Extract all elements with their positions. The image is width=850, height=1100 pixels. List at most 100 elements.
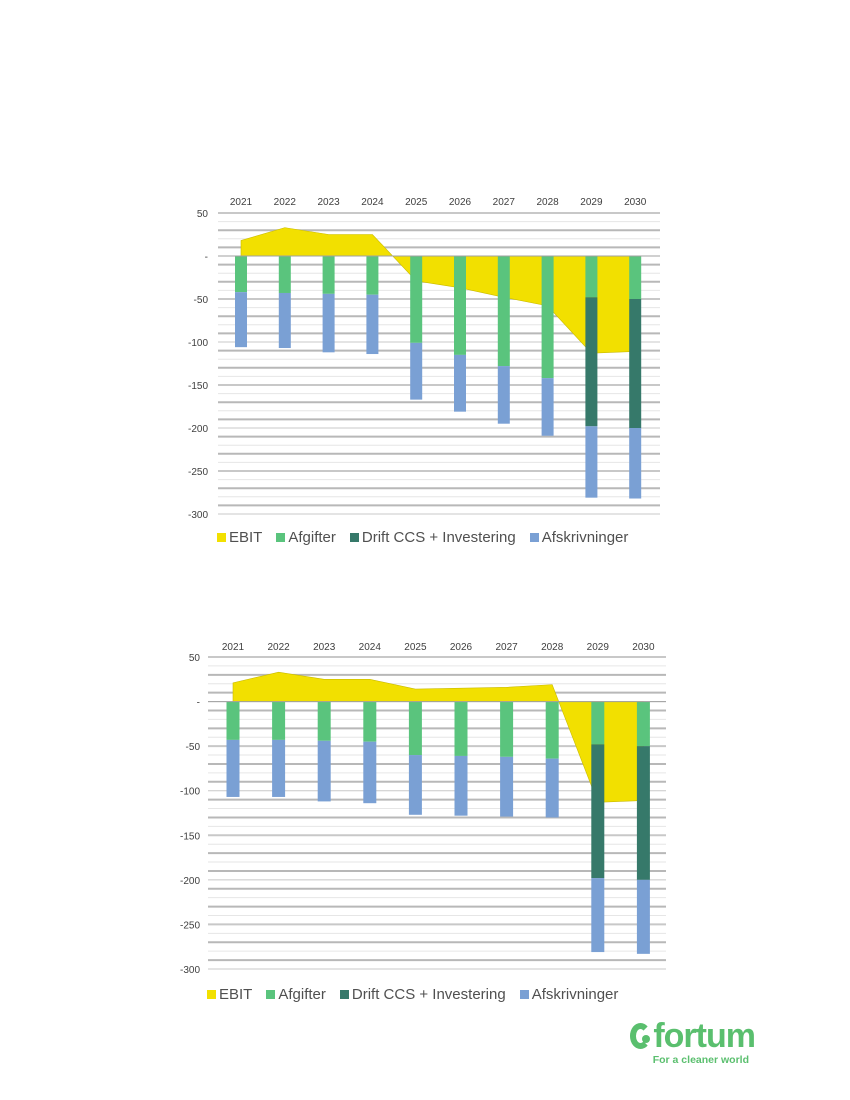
fortum-emblem-icon — [630, 1023, 652, 1049]
legend-label: Afgifter — [278, 986, 326, 1003]
bar-afskrivninger-2021 — [226, 739, 240, 797]
bar-afgifter-2022 — [272, 701, 286, 740]
bar-afgifter-2029 — [591, 701, 605, 745]
bar-afgifter-2024 — [363, 701, 377, 742]
legend-item-ebit: EBIT — [207, 986, 252, 1003]
legend-swatch — [519, 990, 529, 999]
y-tick-label: - — [205, 252, 208, 263]
bar-afgifter-2025 — [410, 256, 423, 343]
chart-1-svg: 50 - -50 -100 -150 -200 -250 -300 2021 2022 2023 20… — [188, 197, 660, 521]
legend-item-afgifter: Afgifter — [266, 986, 326, 1003]
logo-wordmark: fortum — [630, 1017, 756, 1055]
legend-label: Afgifter — [288, 529, 336, 546]
legend-swatch — [217, 533, 226, 542]
legend-swatch — [529, 533, 539, 542]
y-tick-label: -200 — [180, 876, 200, 887]
bar-afgifter-2029 — [585, 256, 598, 298]
x-tick-label: 2029 — [580, 197, 603, 208]
legend-item-drift: Drift CCS + Investering — [339, 986, 506, 1003]
bar-afskrivninger-2026 — [454, 354, 466, 412]
x-tick-label: 2027 — [495, 642, 518, 653]
bar-afgifter-2023 — [317, 701, 331, 741]
legend-swatch — [339, 990, 349, 999]
x-tick-label: 2030 — [632, 642, 655, 653]
bar-afskrivninger-2021 — [235, 292, 247, 348]
legend-item-afgifter: Afgifter — [276, 529, 336, 546]
bar-afgifter-2021 — [235, 256, 247, 293]
bar-drift-ccs-investering-2029 — [585, 297, 598, 427]
x-tick-label: 2028 — [536, 197, 559, 208]
bar-afgifter-2030 — [629, 256, 642, 299]
bar-afgifter-2022 — [278, 256, 291, 293]
x-tick-label: 2025 — [405, 197, 428, 208]
x-tick-label: 2022 — [267, 642, 290, 653]
legend-label: EBIT — [219, 986, 253, 1003]
legend-item-afskrivninger: Afskrivninger — [529, 529, 629, 546]
y-tick-label: -250 — [188, 467, 208, 478]
bar-afgifter-2024 — [366, 256, 379, 295]
bar-drift-ccs-investering-2030 — [636, 746, 650, 880]
x-tick-label: 2026 — [450, 642, 473, 653]
bar-afgifter-2026 — [454, 701, 468, 756]
y-tick-label: -150 — [188, 381, 208, 392]
bar-afskrivninger-2027 — [500, 756, 514, 817]
bar-afgifter-2030 — [636, 701, 650, 747]
x-tick-label: 2028 — [541, 642, 564, 653]
y-tick-label: -250 — [180, 920, 200, 931]
x-tick-label: 2024 — [359, 642, 382, 653]
y-tick-label: -300 — [188, 510, 208, 521]
bar-afgifter-2021 — [226, 701, 240, 740]
x-tick-label: 2029 — [587, 642, 610, 653]
bar-afskrivninger-2025 — [410, 342, 423, 400]
bar-afskrivninger-2024 — [363, 741, 377, 804]
bar-afskrivninger-2023 — [317, 740, 331, 802]
y-tick-label: -50 — [186, 742, 201, 753]
chart-1-legend: EBIT Afgifter Drift CCS + Investering Af… — [217, 529, 628, 546]
y-tick-label: -200 — [188, 424, 208, 435]
legend-swatch — [266, 990, 276, 999]
bar-afskrivninger-2026 — [454, 755, 468, 816]
bar-afskrivninger-2022 — [278, 292, 291, 349]
bar-afskrivninger-2030 — [636, 879, 650, 954]
bar-afgifter-2026 — [454, 256, 466, 355]
legend-label: Drift CCS + Investering — [361, 529, 516, 546]
x-tick-label: 2023 — [317, 197, 340, 208]
logo-name: fortum — [653, 1017, 756, 1055]
chart-2-legend: EBIT Afgifter Drift CCS + Investering Af… — [207, 986, 618, 1003]
bar-drift-ccs-investering-2029 — [591, 744, 605, 879]
bar-afskrivninger-2029 — [591, 878, 605, 953]
chart-2-svg: 50 - -50 -100 -150 -200 -250 -300 2021 2022 2023 20… — [180, 642, 666, 976]
legend-item-drift: Drift CCS + Investering — [349, 529, 516, 546]
bar-afskrivninger-2027 — [497, 366, 510, 424]
y-tick-label: 50 — [197, 209, 209, 220]
bar-afskrivninger-2022 — [272, 739, 286, 797]
y-tick-label: 50 — [189, 653, 201, 664]
legend-label: EBIT — [229, 529, 263, 546]
legend-item-ebit: EBIT — [217, 529, 262, 546]
fortum-logo: fortum For a cleaner world — [630, 1017, 756, 1066]
bar-afgifter-2028 — [545, 701, 559, 759]
x-tick-label: 2021 — [230, 197, 253, 208]
legend-label: Afskrivninger — [531, 986, 619, 1003]
bar-afskrivninger-2028 — [541, 378, 554, 436]
x-tick-label: 2027 — [493, 197, 516, 208]
bar-afgifter-2025 — [408, 701, 422, 756]
x-tick-label: 2021 — [222, 642, 245, 653]
y-tick-label: -150 — [180, 831, 200, 842]
bar-afskrivninger-2023 — [322, 293, 335, 353]
legend-swatch — [276, 533, 286, 542]
bar-afskrivninger-2025 — [408, 755, 422, 815]
bar-afgifter-2027 — [497, 256, 510, 367]
y-tick-label: -100 — [188, 338, 208, 349]
chart-1: 50 - -50 -100 -150 -200 -250 -300 2021 2022 2023 20… — [0, 185, 850, 555]
legend-item-afskrivninger: Afskrivninger — [519, 986, 619, 1003]
x-tick-label: 2030 — [624, 197, 647, 208]
bar-afgifter-2027 — [500, 701, 514, 757]
x-tick-label: 2026 — [449, 197, 472, 208]
x-tick-label: 2023 — [313, 642, 336, 653]
legend-label: Afskrivninger — [541, 529, 629, 546]
chart-2: 50 - -50 -100 -150 -200 -250 -300 2021 2022 2023 20… — [0, 630, 850, 1010]
bar-afgifter-2028 — [541, 256, 554, 379]
x-tick-label: 2024 — [361, 197, 384, 208]
bar-afgifter-2023 — [322, 256, 335, 294]
